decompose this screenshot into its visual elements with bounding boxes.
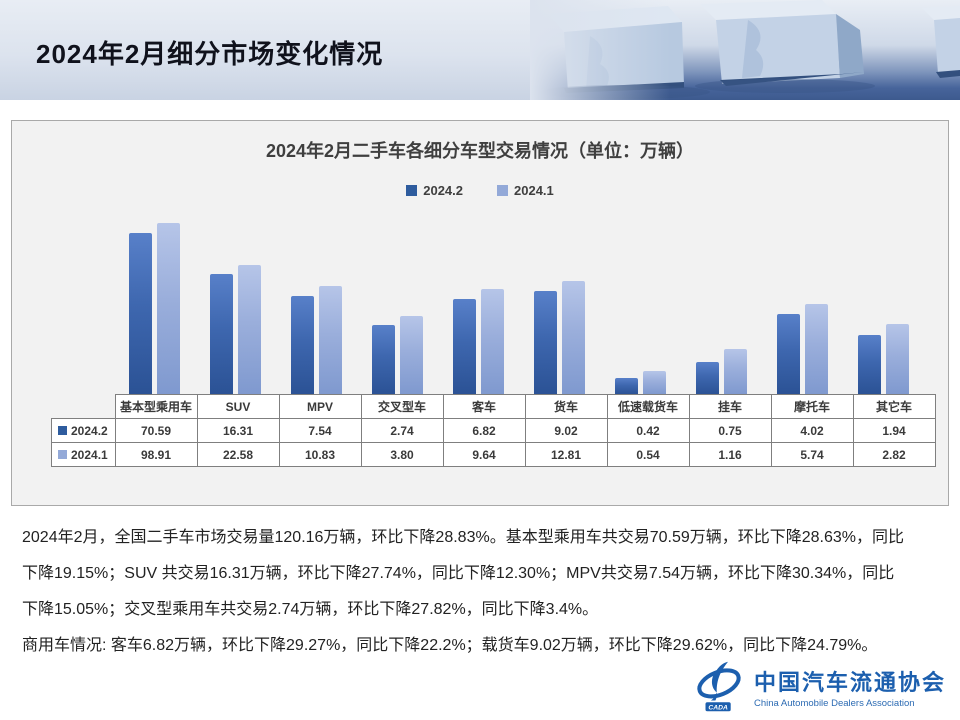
page-title: 2024年2月细分市场变化情况 bbox=[36, 39, 384, 69]
legend-item: 2024.2 bbox=[406, 183, 463, 198]
series-key-cell: 2024.2 bbox=[51, 418, 116, 443]
association-logo: CADA 中国汽车流通协会 China Automobile Dealers A… bbox=[692, 660, 946, 714]
photo-fade bbox=[530, 0, 670, 100]
series-name-label: 2024.1 bbox=[71, 447, 108, 462]
series-name-label: 2024.2 bbox=[71, 423, 108, 438]
bar bbox=[615, 378, 638, 394]
bar bbox=[696, 362, 719, 394]
value-cell: 1.94 bbox=[852, 418, 936, 443]
chart-legend: 2024.2 2024.1 bbox=[12, 183, 948, 198]
bar bbox=[805, 304, 828, 394]
value-cell: 6.82 bbox=[442, 418, 526, 443]
value-cell: 9.02 bbox=[524, 418, 608, 443]
bar bbox=[643, 371, 666, 394]
bar bbox=[372, 325, 395, 394]
category-header-cell: 其它车 bbox=[852, 394, 936, 419]
value-cell: 5.74 bbox=[770, 442, 854, 467]
plot-column bbox=[843, 121, 924, 394]
legend-swatch-icon bbox=[406, 185, 418, 196]
category-header-cell: 货车 bbox=[524, 394, 608, 419]
bar bbox=[400, 316, 423, 394]
value-cell: 0.54 bbox=[606, 442, 690, 467]
series-swatch-icon bbox=[58, 450, 67, 460]
summary-line: 2024年2月，全国二手车市场交易量120.16万辆，环比下降28.83%。基本… bbox=[22, 529, 905, 546]
chart-panel: 2024年2月二手车各细分车型交易情况（单位：万辆） 2024.2 2024.1 … bbox=[11, 120, 949, 506]
bar bbox=[724, 349, 747, 394]
plot-column bbox=[195, 121, 276, 394]
chart-title: 2024年2月二手车各细分车型交易情况（单位：万辆） bbox=[265, 141, 695, 161]
bar bbox=[534, 291, 557, 394]
cada-abbr-label: CADA bbox=[708, 705, 728, 712]
value-cell: 2.82 bbox=[852, 442, 936, 467]
bar bbox=[291, 296, 314, 394]
plot-column bbox=[762, 121, 843, 394]
bar bbox=[319, 286, 342, 394]
value-cell: 98.91 bbox=[114, 442, 198, 467]
legend-label: 2024.2 bbox=[423, 183, 463, 198]
plot-column bbox=[438, 121, 519, 394]
bar bbox=[562, 281, 585, 394]
table-spacer bbox=[52, 395, 116, 419]
category-header-cell: 低速载货车 bbox=[606, 394, 690, 419]
plot-column bbox=[357, 121, 438, 394]
bar bbox=[858, 335, 881, 394]
table-row: 2024.1 98.91 22.58 10.83 3.80 9.64 12.81 0.54 1.… bbox=[51, 442, 936, 467]
legend-swatch-icon bbox=[497, 185, 508, 196]
summary-text: 2024年2月，全国二手车市场交易量120.16万辆，环比下降28.83%。基本… bbox=[22, 520, 952, 664]
bar bbox=[886, 324, 909, 394]
bar bbox=[481, 289, 504, 394]
plot-column bbox=[114, 121, 195, 394]
bar bbox=[157, 223, 180, 394]
series-swatch-icon bbox=[58, 426, 67, 436]
summary-line: 下降15.05%；交叉型乘用车共交易2.74万辆，环比下降27.82%，同比下降… bbox=[22, 601, 599, 618]
legend-label: 2024.1 bbox=[514, 183, 554, 198]
value-cell: 10.83 bbox=[278, 442, 362, 467]
cada-emblem-icon: CADA bbox=[697, 661, 741, 712]
value-cell: 2.74 bbox=[360, 418, 444, 443]
category-header-cell: 交叉型车 bbox=[360, 394, 444, 419]
series-key-cell: 2024.1 bbox=[51, 442, 116, 467]
value-cell: 1.16 bbox=[688, 442, 772, 467]
bar bbox=[777, 314, 800, 394]
chart-data-table: 基本型乘用车 SUV MPV 交叉型车 客车 货车 低速载货车 挂车 摩托车 其它车 2024.2 7… bbox=[51, 394, 936, 467]
value-cell: 4.02 bbox=[770, 418, 854, 443]
summary-line: 商用车情况: 客车6.82万辆，环比下降29.27%，同比下降22.2%；载货车… bbox=[22, 637, 878, 654]
table-row: 2024.2 70.59 16.31 7.54 2.74 6.82 9.02 0.42 0.75… bbox=[51, 418, 936, 443]
cubes-image bbox=[530, 0, 960, 100]
legend-item: 2024.1 bbox=[497, 183, 554, 198]
header-band: 2024年2月细分市场变化情况 bbox=[0, 0, 960, 100]
plot-column bbox=[600, 121, 681, 394]
bar-plot bbox=[114, 121, 924, 394]
value-cell: 12.81 bbox=[524, 442, 608, 467]
bar bbox=[238, 265, 261, 394]
summary-line: 下降19.15%；SUV 共交易16.31万辆，环比下降27.74%，同比下降1… bbox=[22, 565, 895, 582]
bar bbox=[453, 299, 476, 394]
category-header-cell: 挂车 bbox=[688, 394, 772, 419]
bar bbox=[210, 274, 233, 394]
value-cell: 9.64 bbox=[442, 442, 526, 467]
category-header-cell: 客车 bbox=[442, 394, 526, 419]
category-header-cell: 基本型乘用车 bbox=[114, 394, 198, 419]
value-cell: 7.54 bbox=[278, 418, 362, 443]
category-header-cell: SUV bbox=[196, 394, 280, 419]
value-cell: 0.75 bbox=[688, 418, 772, 443]
value-cell: 16.31 bbox=[196, 418, 280, 443]
plot-column bbox=[681, 121, 762, 394]
value-cell: 0.42 bbox=[606, 418, 690, 443]
plot-column bbox=[519, 121, 600, 394]
logo-name-english: China Automobile Dealers Association bbox=[753, 698, 915, 709]
bar bbox=[129, 233, 152, 394]
value-cell: 70.59 bbox=[114, 418, 198, 443]
value-cell: 22.58 bbox=[196, 442, 280, 467]
value-cell: 3.80 bbox=[360, 442, 444, 467]
category-header-cell: MPV bbox=[278, 394, 362, 419]
plot-column bbox=[276, 121, 357, 394]
logo-name-chinese: 中国汽车流通协会 bbox=[753, 670, 946, 695]
category-header-cell: 摩托车 bbox=[770, 394, 854, 419]
